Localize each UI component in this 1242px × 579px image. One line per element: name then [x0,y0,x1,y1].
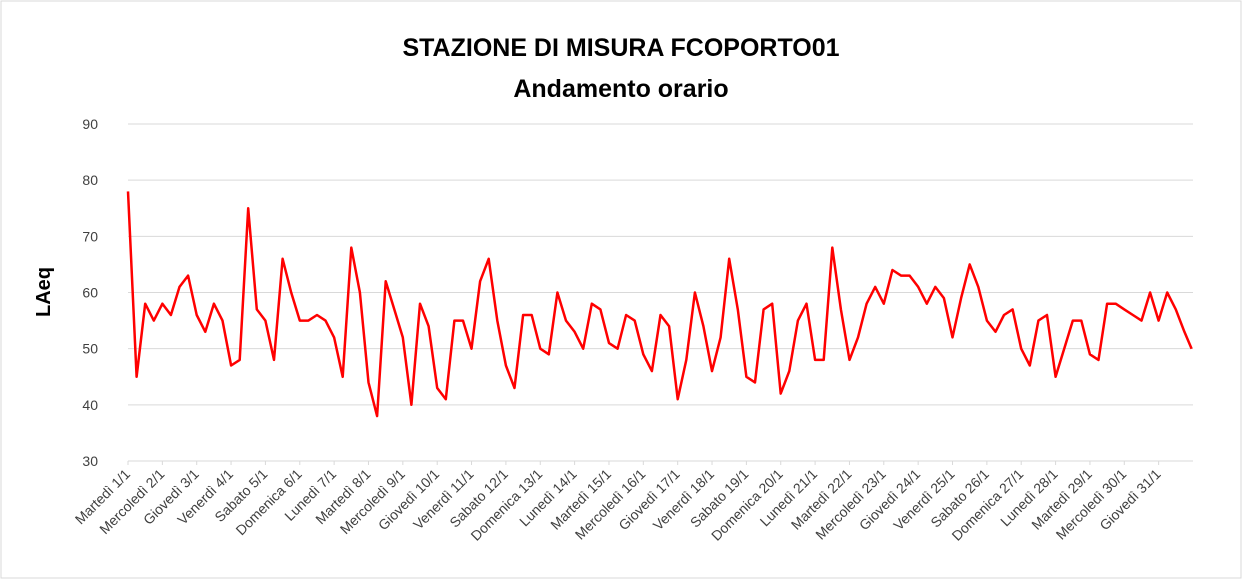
y-tick-label: 30 [82,453,98,469]
y-tick-label: 80 [82,172,98,188]
y-tick-label: 60 [82,285,98,301]
y-axis-label: LAeq [33,267,55,317]
y-tick-label: 40 [82,397,98,413]
chart-subtitle: Andamento orario [513,75,728,103]
y-tick-label: 90 [82,116,98,132]
y-tick-label: 50 [82,341,98,357]
y-tick-label: 70 [82,228,98,244]
data-line [126,191,1193,418]
chart-title: STAZIONE DI MISURA FCOPORTO01 [402,34,839,62]
